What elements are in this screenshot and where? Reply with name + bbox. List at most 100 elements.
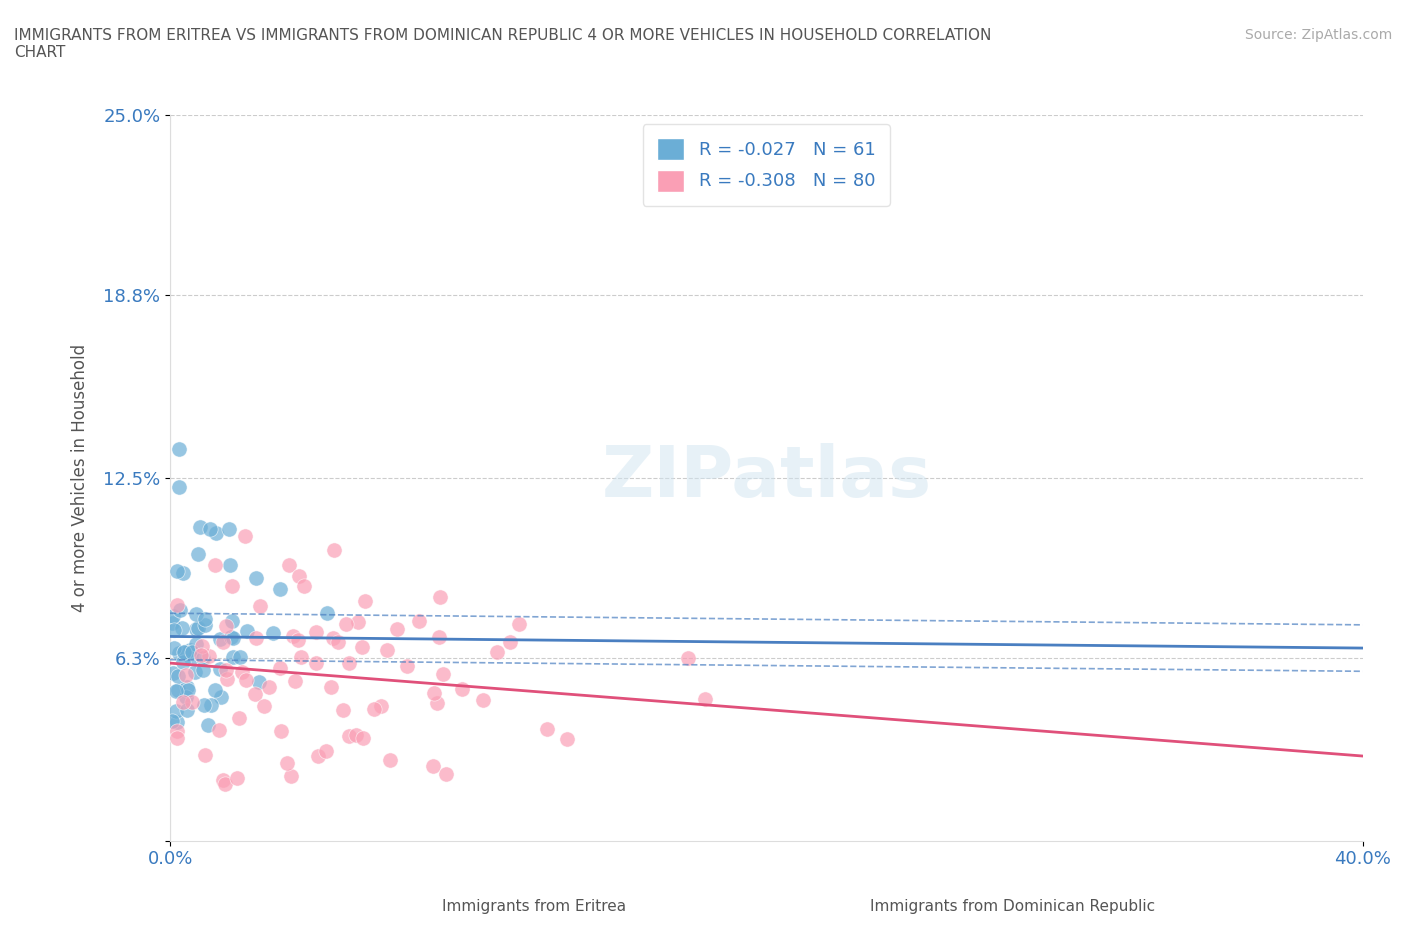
Point — [187, 620, 209, 635]
Point — [160, 713, 183, 728]
Point — [186, 607, 208, 622]
Point — [174, 690, 197, 705]
Point — [233, 528, 256, 543]
Point — [221, 631, 243, 645]
Point — [197, 648, 219, 663]
Point — [292, 578, 315, 593]
Point — [200, 698, 222, 712]
Point — [190, 638, 212, 653]
Point — [188, 520, 211, 535]
Point — [375, 643, 398, 658]
Point — [180, 644, 202, 659]
Point — [219, 557, 242, 572]
Point — [184, 664, 207, 679]
Y-axis label: 4 or more Vehicles in Household: 4 or more Vehicles in Household — [72, 344, 89, 612]
Point — [184, 621, 207, 636]
Point — [166, 714, 188, 729]
Point — [335, 617, 357, 631]
Point — [499, 634, 522, 649]
Point — [305, 625, 328, 640]
Point — [352, 730, 374, 745]
Point — [385, 622, 408, 637]
Point — [166, 731, 188, 746]
Point — [200, 522, 222, 537]
Point — [193, 618, 215, 632]
Point — [380, 752, 402, 767]
Point — [315, 743, 337, 758]
Point — [212, 634, 235, 649]
Point — [350, 640, 373, 655]
Text: ZIPatlas: ZIPatlas — [602, 444, 931, 512]
Point — [471, 693, 494, 708]
Point — [486, 644, 509, 659]
Point — [270, 724, 292, 738]
Point — [450, 682, 472, 697]
Point — [396, 658, 419, 673]
Point — [337, 729, 360, 744]
Point — [283, 629, 305, 644]
Point — [167, 669, 190, 684]
Point — [162, 666, 184, 681]
Point — [166, 598, 188, 613]
Point — [214, 777, 236, 791]
Point — [187, 547, 209, 562]
Point — [236, 624, 259, 639]
Point — [211, 773, 233, 788]
Point — [166, 564, 188, 578]
Point — [172, 565, 194, 580]
Point — [555, 732, 578, 747]
Point — [166, 724, 188, 738]
Point — [269, 660, 291, 675]
Point — [221, 630, 243, 644]
Point — [162, 608, 184, 623]
Point — [283, 673, 305, 688]
Point — [427, 630, 450, 644]
Point — [332, 703, 354, 718]
Point — [172, 694, 194, 709]
Point — [536, 722, 558, 737]
Point — [269, 581, 291, 596]
Point — [319, 680, 342, 695]
Point — [249, 674, 271, 689]
Point — [191, 650, 214, 665]
Point — [307, 749, 329, 764]
Point — [316, 605, 339, 620]
Point — [426, 695, 449, 710]
Point — [176, 679, 198, 694]
Point — [344, 727, 367, 742]
Point — [253, 698, 276, 713]
Point — [172, 621, 194, 636]
Point — [322, 631, 344, 645]
Point — [215, 662, 238, 677]
Point — [165, 704, 187, 719]
Point — [204, 558, 226, 573]
Point — [676, 650, 699, 665]
Point — [215, 618, 238, 633]
Point — [508, 617, 530, 631]
Point — [276, 756, 298, 771]
Point — [288, 568, 311, 583]
Legend: R = -0.027   N = 61, R = -0.308   N = 80: R = -0.027 N = 61, R = -0.308 N = 80 — [643, 124, 890, 206]
Point — [162, 623, 184, 638]
Point — [354, 593, 377, 608]
Point — [363, 701, 385, 716]
Point — [193, 698, 215, 712]
Point — [167, 442, 190, 457]
Point — [429, 590, 451, 604]
Point — [172, 655, 194, 670]
Text: IMMIGRANTS FROM ERITREA VS IMMIGRANTS FROM DOMINICAN REPUBLIC 4 OR MORE VEHICLES: IMMIGRANTS FROM ERITREA VS IMMIGRANTS FR… — [14, 28, 991, 60]
Point — [370, 698, 392, 713]
Point — [337, 656, 360, 671]
Point — [218, 522, 240, 537]
Point — [262, 626, 284, 641]
Point — [191, 662, 214, 677]
Point — [169, 603, 191, 618]
Point — [347, 615, 370, 630]
Text: Immigrants from Dominican Republic: Immigrants from Dominican Republic — [870, 899, 1154, 914]
Point — [259, 679, 281, 694]
Point — [204, 682, 226, 697]
Point — [280, 768, 302, 783]
Point — [167, 479, 190, 494]
Point — [179, 643, 201, 658]
Point — [176, 702, 198, 717]
